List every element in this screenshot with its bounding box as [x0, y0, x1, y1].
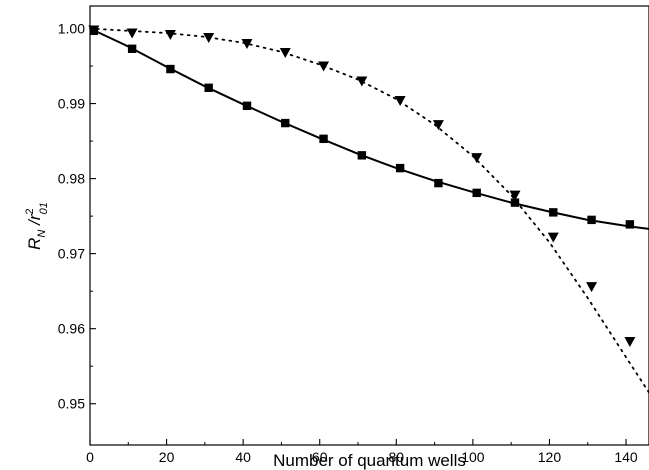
x-tick-label: 100 [461, 449, 485, 465]
x-tick-label: 140 [614, 449, 638, 465]
y-tick-label: 0.98 [58, 171, 85, 187]
square-marker [357, 151, 367, 160]
triangle-down-marker [203, 33, 215, 44]
square-marker [127, 44, 137, 53]
triangle-down-marker [547, 232, 559, 243]
y-axis-title-sup: 2 [24, 208, 36, 214]
square-marker [472, 188, 481, 198]
x-tick-label: 120 [538, 449, 562, 465]
y-tick-label: 0.95 [58, 396, 85, 412]
series-triangle-line [89, 27, 649, 394]
x-tick-label: 80 [389, 449, 405, 465]
triangle-down-marker [394, 96, 406, 107]
square-marker [549, 208, 558, 217]
square-marker [319, 134, 328, 144]
square-marker [395, 163, 405, 173]
x-tick-label: 60 [312, 449, 328, 465]
square-marker [587, 215, 596, 225]
square-marker [625, 220, 635, 229]
x-axis-title: Number of quantum wells [273, 451, 466, 470]
y-axis-title-sub2: 01 [38, 202, 50, 214]
triangle-down-marker [88, 25, 100, 36]
series-square-line [89, 27, 649, 230]
triangle-down-marker [586, 282, 598, 293]
triangle-down-marker [279, 48, 291, 59]
y-axis-title-main: R [25, 238, 44, 250]
plot-frame [89, 5, 649, 446]
y-tick-label: 1.00 [58, 21, 85, 37]
y-tick-label: 0.97 [58, 246, 85, 262]
triangle-down-marker [356, 76, 368, 87]
square-marker [510, 198, 520, 207]
square-marker [281, 118, 290, 128]
triangle-down-marker [318, 61, 330, 72]
triangle-down-marker [471, 153, 483, 164]
square-marker [242, 101, 252, 111]
y-axis-title-sub1: N [36, 230, 48, 238]
triangle-down-marker [432, 120, 444, 131]
y-axis-title: RN /r2 01 [24, 202, 50, 250]
triangle-down-marker [164, 30, 176, 41]
y-axis-title-slash: /r [25, 213, 44, 229]
series-lines [89, 27, 649, 394]
square-marker [166, 64, 175, 74]
triangle-down-marker [509, 190, 521, 201]
square-marker [204, 83, 213, 92]
series-markers [88, 25, 636, 347]
triangle-down-marker [624, 336, 636, 347]
x-axis-ticks: 0 20 40 60 80 100 120 140 [86, 439, 638, 465]
triangle-down-marker [241, 39, 253, 50]
x-tick-label: 0 [86, 449, 94, 465]
x-tick-label: 40 [235, 449, 251, 465]
square-marker [434, 178, 443, 188]
y-tick-label: 0.99 [58, 96, 85, 112]
triangle-down-marker [126, 28, 138, 39]
y-axis-ticks: 0.95 0.96 0.97 0.98 0.99 1.00 [58, 21, 96, 412]
y-tick-label: 0.96 [58, 321, 85, 337]
x-tick-label: 20 [159, 449, 175, 465]
